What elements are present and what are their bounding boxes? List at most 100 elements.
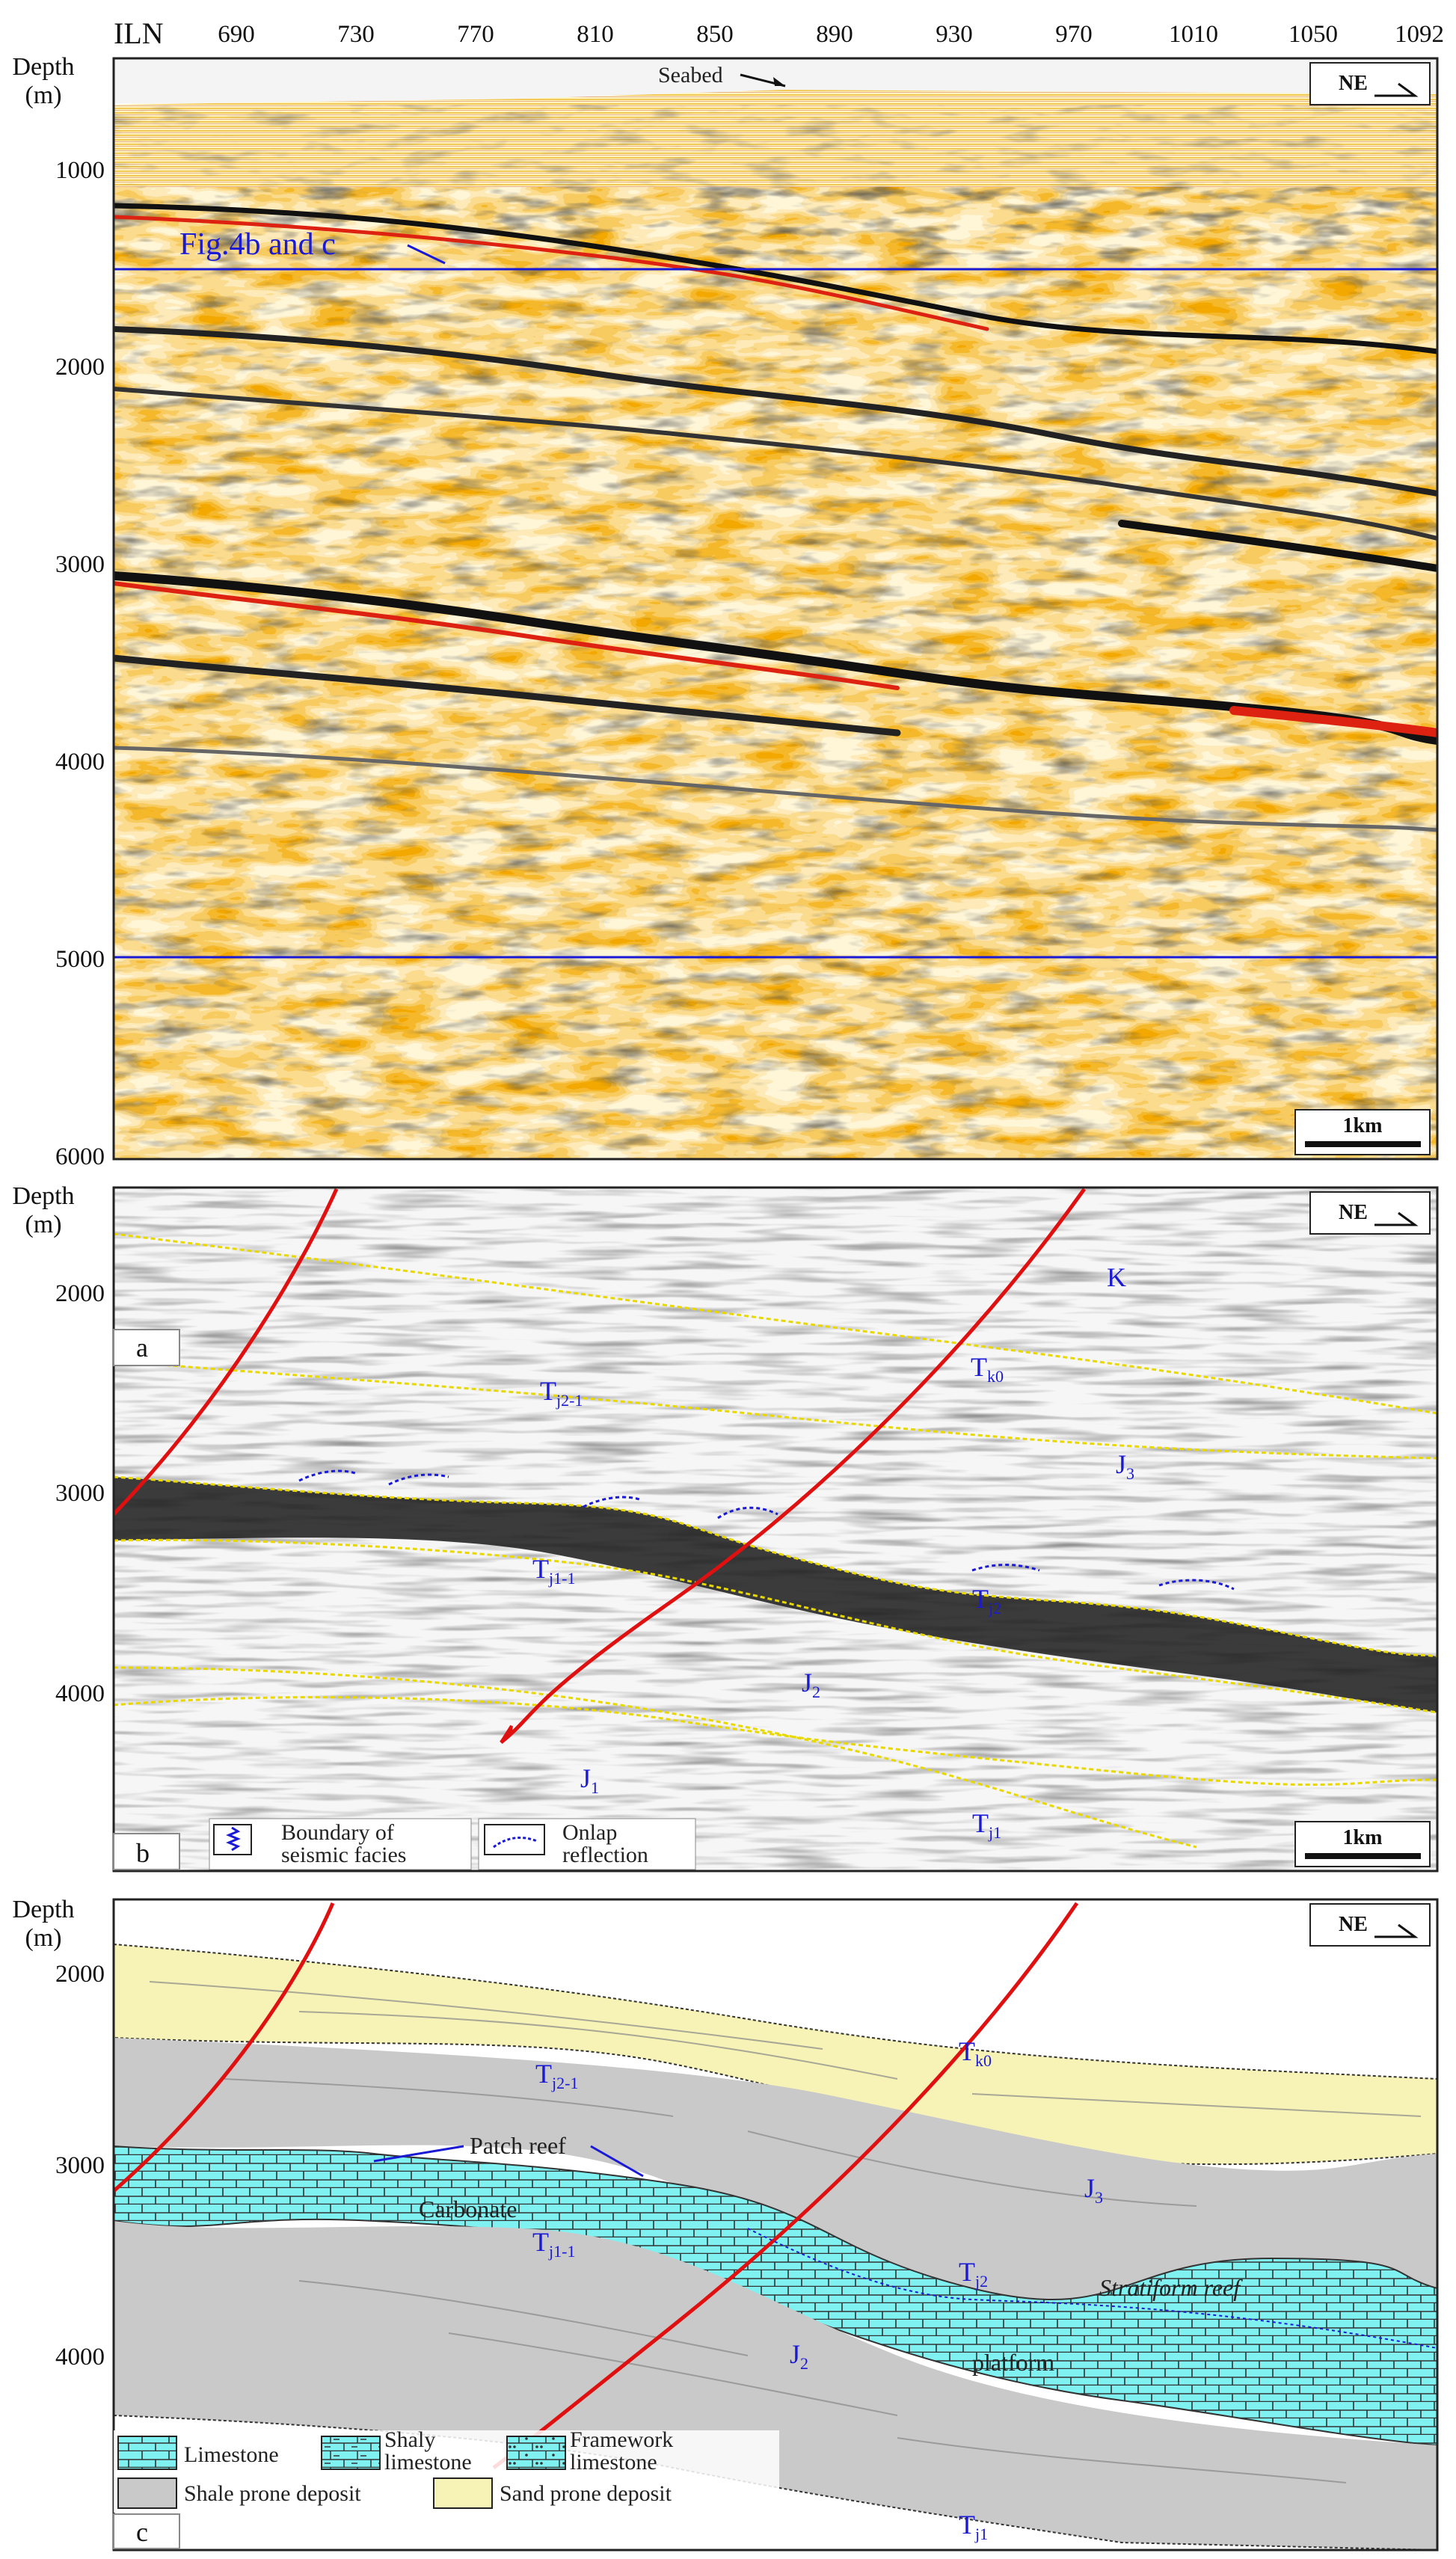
legend-shale: Shale prone deposit (184, 2481, 361, 2506)
iln-label: ILN (114, 16, 164, 50)
shaly-limestone-swatch (321, 2436, 381, 2470)
ne-label-a: NE (1339, 72, 1368, 95)
c-depth-tick-4000: 4000 (55, 2344, 105, 2371)
legend-shaly-1: Shaly (384, 2427, 435, 2452)
c-label-tj21: Tj2-1 (535, 2059, 578, 2092)
inline-tick-labels: 690 730 770 810 850 890 930 970 1010 105… (218, 21, 1444, 48)
depth-tick-4000: 4000 (55, 749, 105, 775)
inline-tick-970: 970 (1055, 21, 1093, 48)
inline-tick-810: 810 (577, 21, 614, 48)
inline-tick-770: 770 (457, 21, 494, 48)
c-label-j3: J3 (1084, 2173, 1103, 2207)
legend-facies-line2: seismic facies (281, 1843, 406, 1867)
panel-a-seismic-section: ILN 690 730 770 810 850 890 930 970 1010… (12, 16, 1444, 1170)
c-depth-tick-2000: 2000 (55, 1961, 105, 1988)
stratiform-reef-label: Stratiform reef (1099, 2274, 1243, 2301)
panel-b-legend: Boundary of seismic facies Onlap reflect… (209, 1818, 696, 1870)
facies-boundary-icon (226, 1826, 241, 1852)
patch-reef-label: Patch reef (470, 2132, 566, 2159)
reflectors (114, 203, 1437, 832)
legend-onlap-line2: reflection (562, 1843, 648, 1867)
depth-tick-1000: 1000 (55, 157, 105, 184)
panel-c-depth-title: Depth (12, 1896, 74, 1923)
panel-b-north-arrow: NE (1309, 1191, 1431, 1235)
panel-b-facies-section: Depth (m) 2000 3000 4000 (12, 1182, 1439, 1873)
scale-label-b: 1km (1343, 1826, 1383, 1849)
b-depth-tick-2000: 2000 (55, 1280, 105, 1307)
panel-a-depth-unit: (m) (25, 82, 61, 109)
b-label-tj2: Tj2 (972, 1584, 1001, 1618)
c-label-tk0: Tk0 (959, 2036, 992, 2070)
b-label-k: K (1107, 1262, 1126, 1292)
panel-c-bedding (149, 1981, 1422, 2483)
panel-b-image (114, 1188, 1437, 1871)
panel-b-depth-unit: (m) (25, 1211, 61, 1238)
b-depth-tick-3000: 3000 (55, 1480, 105, 1507)
b-label-j3: J3 (1116, 1449, 1134, 1483)
panel-letter-a: a (136, 1333, 148, 1363)
panel-b-depth-title: Depth (12, 1182, 74, 1210)
inline-tick-1092: 1092 (1395, 21, 1444, 48)
c-label-j2: J2 (790, 2339, 808, 2373)
depth-tick-3000: 3000 (55, 551, 105, 578)
depth-tick-2000: 2000 (55, 354, 105, 381)
horizon-lines (114, 1232, 1437, 1849)
panel-b-scale-bar: 1km (1294, 1821, 1431, 1867)
c-label-tj2: Tj2 (959, 2257, 988, 2291)
b-label-j1: J1 (580, 1763, 599, 1797)
seabed-arrowhead (773, 77, 785, 86)
legend-facies-line1: Boundary of (281, 1820, 394, 1845)
inline-tick-690: 690 (218, 21, 255, 48)
platform-label: platform (972, 2349, 1054, 2376)
scale-label-a: 1km (1343, 1114, 1383, 1137)
panel-b-horizon-labels: K Tk0 Tj2-1 J3 Tj1-1 Tj2 J2 J1 Tj1 (532, 1262, 1134, 1842)
inset-arrow (407, 244, 446, 265)
panel-letter-c: c (136, 2517, 148, 2547)
c-label-tj11: Tj1-1 (532, 2227, 575, 2261)
limestone-swatch (117, 2436, 177, 2470)
inline-tick-850: 850 (696, 21, 734, 48)
panel-c-depth-unit: (m) (25, 1924, 61, 1952)
panel-a-image (114, 58, 1437, 1159)
legend-shaly-2: limestone (384, 2450, 472, 2474)
legend-sand: Sand prone deposit (500, 2481, 672, 2506)
inline-tick-1050: 1050 (1288, 21, 1338, 48)
seabed-label: Seabed (658, 63, 723, 87)
b-label-j2: J2 (802, 1668, 820, 1701)
panel-c-north-arrow: NE (1309, 1903, 1431, 1947)
c-depth-tick-3000: 3000 (55, 2152, 105, 2179)
depth-tick-6000: 6000 (55, 1143, 105, 1170)
inline-tick-1010: 1010 (1169, 21, 1218, 48)
panel-a-scale-bar: 1km (1294, 1109, 1431, 1155)
panel-a-north-arrow: NE (1309, 62, 1431, 105)
onlap-icon (493, 1837, 538, 1849)
inline-tick-730: 730 (337, 21, 375, 48)
b-label-tj21: Tj2-1 (540, 1376, 583, 1410)
panel-a-depth-ticks: 1000 2000 3000 4000 5000 6000 (55, 157, 105, 1170)
inline-tick-930: 930 (936, 21, 973, 48)
ne-label-b: NE (1339, 1201, 1368, 1224)
framework-limestone-swatch (506, 2436, 566, 2470)
b-label-tj11: Tj1-1 (532, 1554, 575, 1588)
legend-onlap-line1: Onlap (562, 1820, 617, 1845)
inset-box (114, 268, 1437, 959)
legend-limestone: Limestone (184, 2442, 279, 2467)
legend-framework-1: Framework (570, 2427, 673, 2452)
depth-tick-5000: 5000 (55, 946, 105, 973)
b-label-tj1: Tj1 (972, 1808, 1001, 1842)
panel-c-legend: Limestone Shaly limestone Framework lime… (114, 2427, 779, 2513)
b-depth-tick-4000: 4000 (55, 1680, 105, 1707)
fault-c-1 (114, 1902, 335, 2193)
c-label-tj1: Tj1 (959, 2510, 988, 2543)
inset-label: Fig.4b and c (179, 227, 336, 262)
panel-letter-b: b (136, 1838, 150, 1868)
panel-a-depth-title: Depth (12, 53, 74, 81)
panel-c-interpretation: Depth (m) 2000 3000 4000 (12, 1896, 1439, 2552)
sand-unit (114, 1943, 1437, 2166)
ne-label-c: NE (1339, 1913, 1368, 1936)
onlap-arrows (298, 1469, 1235, 1591)
shale-swatch (117, 2477, 177, 2509)
panel-c-horizon-labels: Tk0 Tj2-1 J3 Tj1-1 Tj2 J2 Tj1 (532, 2036, 1103, 2543)
legend-framework-2: limestone (570, 2450, 657, 2474)
